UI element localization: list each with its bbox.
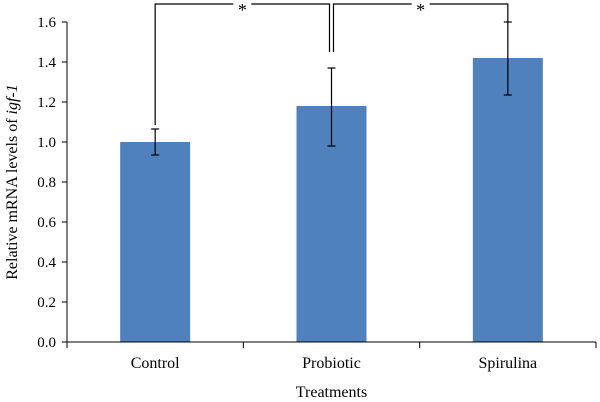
significance-layer: * *	[154, 0, 509, 125]
x-axis-title: Treatments	[296, 384, 367, 401]
y-tick-label: 1.4	[37, 55, 56, 71]
significance-label: *	[238, 0, 247, 20]
y-tick-label: 0.4	[37, 255, 56, 271]
bar-spirulina	[472, 58, 543, 342]
y-tick-label: 1.2	[37, 95, 56, 111]
error-bar-probiotic	[327, 67, 336, 147]
error-bar-control	[151, 128, 160, 156]
y-axis-title-prefix: Relative mRNA levels of	[4, 114, 21, 279]
y-axis-title-gene: igf-1	[4, 84, 21, 114]
x-tick-label-spirulina: Spirulina	[478, 355, 537, 372]
significance-label: *	[416, 0, 425, 20]
bars-layer	[120, 58, 543, 342]
x-tick-label-probiotic: Probiotic	[302, 355, 361, 372]
axes-layer: 0.0 0.2 0.4 0.6 0.8 1.0 1.2 1.4 1.6 Control Probio…	[37, 15, 597, 372]
y-tick-label: 0.2	[37, 295, 56, 311]
bar-control	[120, 142, 191, 342]
y-tick-label: 0.8	[37, 175, 56, 191]
y-tick-label: 1.0	[37, 135, 56, 151]
significance-bracket-control-probiotic: *	[154, 0, 331, 125]
x-tick-label-control: Control	[131, 355, 180, 372]
y-tick-label: 0.0	[37, 335, 56, 351]
y-axis-title: Relative mRNA levels of igf-1	[4, 84, 21, 280]
y-tick-label: 1.6	[37, 15, 56, 31]
significance-bracket-probiotic-spirulina: *	[332, 0, 509, 52]
y-tick-label: 0.6	[37, 215, 56, 231]
error-bars-layer	[151, 21, 512, 156]
